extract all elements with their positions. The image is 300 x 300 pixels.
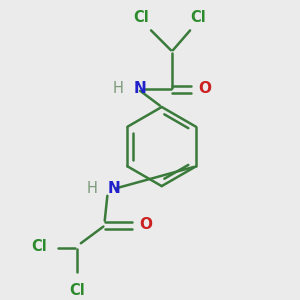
Text: O: O <box>198 81 211 96</box>
Text: Cl: Cl <box>133 10 149 25</box>
Text: N: N <box>108 181 121 196</box>
Text: Cl: Cl <box>31 239 46 254</box>
Text: N: N <box>134 81 147 96</box>
Text: O: O <box>139 217 152 232</box>
Text: Cl: Cl <box>69 283 85 298</box>
Text: H: H <box>113 81 124 96</box>
Text: H: H <box>86 181 97 196</box>
Text: Cl: Cl <box>190 10 206 25</box>
